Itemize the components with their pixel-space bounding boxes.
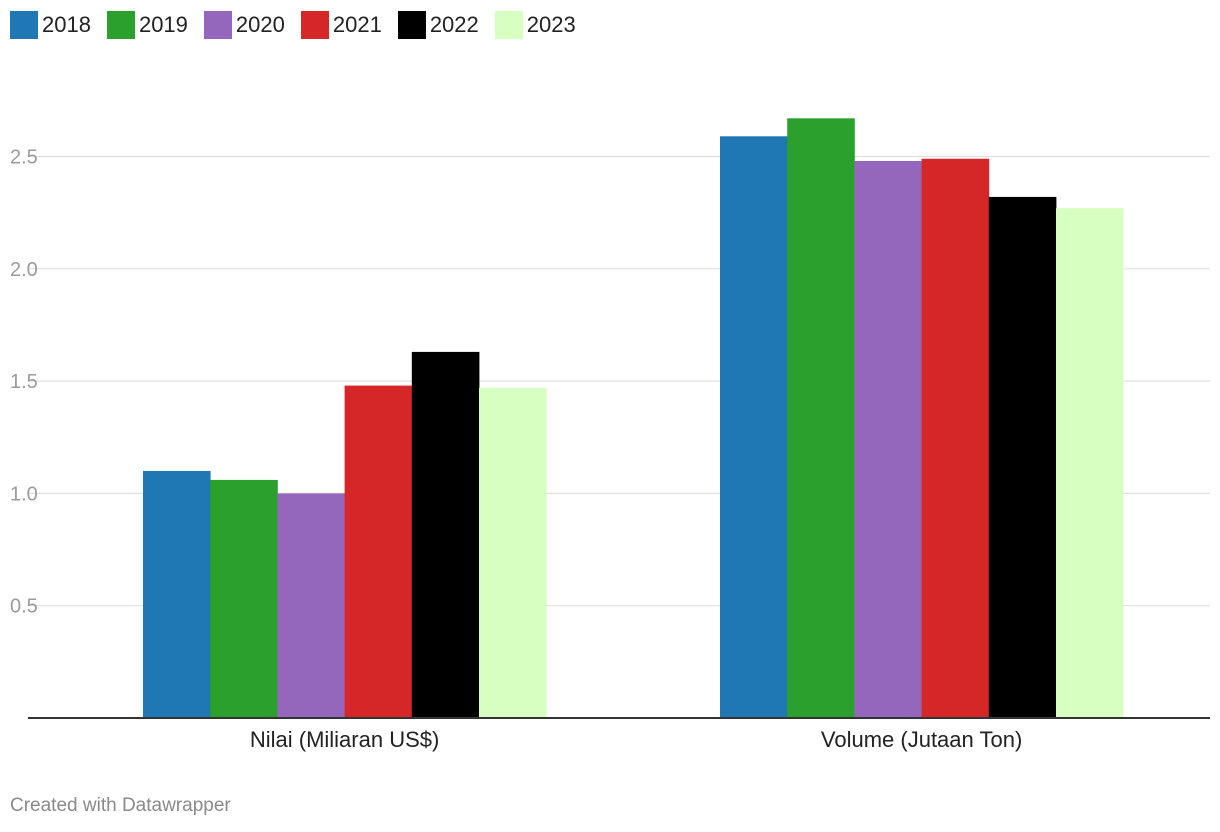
bar-2018-volume xyxy=(720,136,788,718)
legend-swatch xyxy=(300,11,329,39)
y-tick-label: 1.0 xyxy=(10,483,38,505)
bar-2022-volume xyxy=(988,196,1057,719)
y-tick-label: 2.0 xyxy=(10,259,38,281)
legend-swatch xyxy=(106,11,135,39)
legend-label: 2018 xyxy=(42,12,91,37)
bar-2019-nilai xyxy=(210,479,278,718)
legend-item-2022: 2022 xyxy=(397,11,479,39)
legend-label: 2022 xyxy=(429,12,479,37)
x-category-label: Nilai (Miliaran US$) xyxy=(250,727,439,752)
legend-label: 2021 xyxy=(332,12,382,37)
bar-2022-nilai xyxy=(411,351,480,718)
legend: 2018 2019 2020 2021 2022 2023 xyxy=(10,9,592,41)
bar-2019-volume xyxy=(787,118,855,719)
legend-label: 2023 xyxy=(526,12,576,37)
legend-item-2019: 2019 xyxy=(106,11,188,39)
y-tick-label: 1.5 xyxy=(10,371,38,393)
bar-2020-nilai xyxy=(277,493,345,718)
legend-label: 2020 xyxy=(235,12,285,37)
legend-item-2021: 2021 xyxy=(300,11,382,39)
bar-2021-volume xyxy=(921,158,990,719)
legend-item-2023: 2023 xyxy=(494,11,576,39)
legend-swatch xyxy=(397,11,426,39)
x-category-label: Volume (Jutaan Ton) xyxy=(821,727,1022,752)
bar-2020-volume xyxy=(854,160,922,718)
legend-item-2020: 2020 xyxy=(203,11,285,39)
legend-label: 2019 xyxy=(138,12,188,37)
legend-swatch xyxy=(203,11,232,39)
legend-item-2018: 2018 xyxy=(10,11,91,39)
bar-2023-volume xyxy=(1056,208,1124,718)
footer-credit: Created with Datawrapper xyxy=(10,795,231,816)
legend-swatch xyxy=(494,11,523,39)
y-tick-label: 0.5 xyxy=(10,596,38,618)
bar-2023-nilai xyxy=(479,387,547,718)
bar-2021-nilai xyxy=(344,385,413,718)
legend-swatch xyxy=(10,11,38,39)
bar-2018-nilai xyxy=(143,470,211,718)
y-tick-label: 2.5 xyxy=(10,147,38,169)
